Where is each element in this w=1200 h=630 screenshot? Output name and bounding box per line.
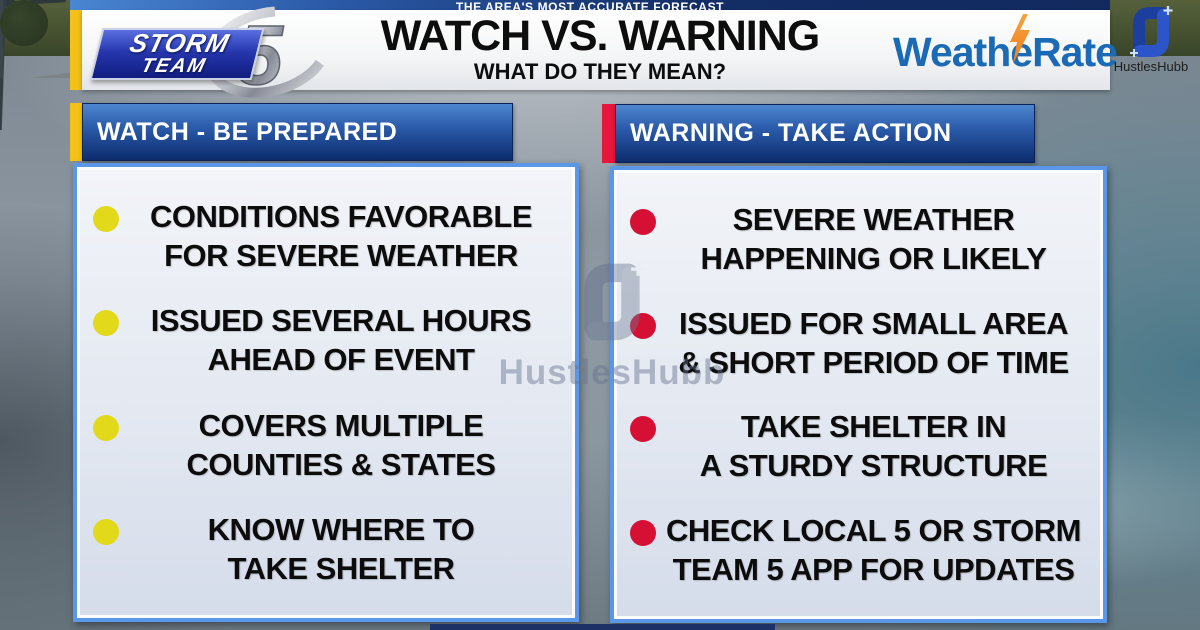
watch-column-header: WATCH - BE PREPARED	[82, 103, 513, 161]
red-bullet-icon	[630, 416, 656, 443]
storm-team-word-storm: STORM	[126, 28, 233, 58]
yellow-bullet-icon	[93, 518, 119, 545]
item-line: CHECK LOCAL 5 OR STORM	[666, 513, 1082, 549]
storm-team-banner: STORM TEAM	[89, 28, 265, 80]
list-item: SEVERE WEATHER HAPPENING OR LIKELY	[622, 200, 1095, 278]
item-line: FOR SEVERE WEATHER	[164, 238, 518, 274]
warning-column-header: WARNING - TAKE ACTION	[615, 104, 1035, 163]
list-item: KNOW WHERE TO TAKE SHELTER	[85, 510, 567, 588]
red-bullet-icon	[630, 208, 656, 235]
list-item: ISSUED FOR SMALL AREA & SHORT PERIOD OF T…	[622, 304, 1095, 382]
item-line: ISSUED SEVERAL HOURS	[150, 303, 532, 339]
item-line: TAKE SHELTER	[227, 550, 455, 586]
list-item: COVERS MULTIPLE COUNTIES & STATES	[85, 406, 567, 484]
weatherate-text-left: Weath	[893, 29, 1011, 75]
item-line: TAKE SHELTER IN	[740, 409, 1007, 445]
street-light-head	[0, 0, 16, 7]
red-bullet-icon	[630, 312, 656, 339]
red-bullet-icon	[630, 520, 656, 547]
utility-pole	[0, 0, 3, 78]
hustleshubb-badge: HustlesHubb	[1102, 2, 1200, 74]
item-line: TEAM 5 APP FOR UPDATES	[672, 552, 1075, 588]
yellow-bullet-icon	[93, 206, 119, 233]
storm-team-word-team: TEAM	[138, 55, 210, 77]
weatherate-text-right: Rate	[1032, 29, 1118, 75]
list-item: ISSUED SEVERAL HOURS AHEAD OF EVENT	[85, 301, 567, 379]
yellow-bullet-icon	[93, 310, 119, 337]
storm-team-5-logo: 5 STORM TEAM	[88, 6, 348, 98]
bottom-navy-strip	[430, 624, 775, 630]
warning-red-accent-bar	[602, 104, 615, 163]
item-line: & SHORT PERIOD OF TIME	[678, 344, 1069, 380]
item-line: COUNTIES & STATES	[186, 446, 496, 482]
yellow-bullet-icon	[93, 414, 119, 441]
roadside-bush	[0, 0, 48, 46]
item-line: COVERS MULTIPLE	[198, 407, 484, 443]
watch-panel: CONDITIONS FAVORABLE FOR SEVERE WEATHER I…	[73, 163, 579, 622]
watch-yellow-accent-bar	[70, 103, 82, 161]
list-item: CHECK LOCAL 5 OR STORM TEAM 5 APP FOR UPD…	[622, 511, 1095, 589]
item-line: ISSUED FOR SMALL AREA	[678, 305, 1069, 341]
list-item: CONDITIONS FAVORABLE FOR SEVERE WEATHER	[85, 197, 567, 275]
item-line: AHEAD OF EVENT	[207, 342, 475, 378]
header-yellow-accent-bar	[70, 10, 82, 90]
warning-panel: SEVERE WEATHER HAPPENING OR LIKELY ISSUED…	[610, 166, 1107, 623]
item-line: CONDITIONS FAVORABLE	[149, 199, 533, 235]
item-line: KNOW WHERE TO	[207, 511, 475, 547]
item-line: A STURDY STRUCTURE	[699, 448, 1048, 484]
item-line: HAPPENING OR LIKELY	[700, 240, 1047, 276]
page-title: WATCH VS. WARNING	[380, 12, 820, 60]
page-subtitle: WHAT DO THEY MEAN?	[473, 59, 727, 84]
hustleshubb-badge-label: HustlesHubb	[1113, 59, 1189, 74]
list-item: TAKE SHELTER IN A STURDY STRUCTURE	[622, 407, 1095, 485]
item-line: SEVERE WEATHER	[732, 201, 1015, 237]
hustleshubb-logo-icon	[1130, 6, 1173, 57]
weatherate-logo: Weathe Rate	[893, 14, 1118, 76]
headline-block: WATCH VS. WARNING WHAT DO THEY MEAN?	[350, 13, 850, 84]
lightning-bolt-icon	[1010, 14, 1031, 64]
